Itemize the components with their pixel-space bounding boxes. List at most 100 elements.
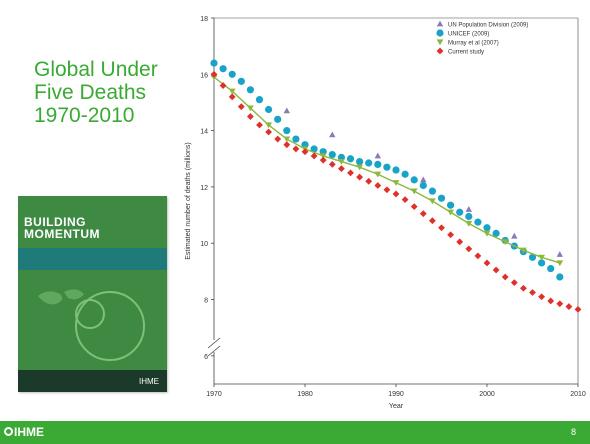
y-tick-label: 10 [200, 241, 208, 248]
data-point-current-study [520, 284, 527, 292]
data-point-murray-et-al-2007 [265, 122, 272, 129]
data-point-unicef-2009 [283, 127, 291, 135]
data-point-unicef-2009 [383, 163, 391, 171]
y-axis-label: Estimated number of deaths (millions) [185, 142, 192, 260]
data-point-unicef-2009 [328, 150, 336, 159]
data-point-current-study [356, 173, 363, 181]
data-point-unicef-2009 [474, 218, 482, 226]
x-tick-label: 1990 [388, 391, 404, 398]
data-point-current-study [483, 259, 491, 267]
data-point-current-study [210, 70, 218, 78]
data-point-unicef-2009 [401, 170, 409, 178]
data-point-unicef-2009 [365, 159, 373, 167]
data-point-current-study [347, 169, 354, 177]
data-point-current-study [574, 305, 582, 313]
data-point-current-study [292, 145, 300, 153]
x-tick-label: 1970 [206, 391, 222, 398]
y-tick-label: 18 [200, 16, 208, 23]
y-tick-label: 12 [200, 185, 208, 192]
legend-marker-murray-et-al-2007 [436, 39, 444, 46]
data-point-current-study [410, 203, 418, 211]
data-point-current-study [247, 113, 254, 120]
data-point-unicef-2009 [274, 115, 282, 123]
data-point-murray-et-al-2007 [374, 171, 382, 178]
data-point-current-study [237, 103, 245, 111]
data-point-un-population-division-2009 [556, 251, 563, 257]
data-point-current-study [365, 177, 373, 185]
axis-break-mark [207, 345, 221, 357]
data-point-unicef-2009 [237, 77, 245, 85]
data-point-unicef-2009 [374, 160, 382, 168]
x-axis-label: Year [389, 403, 404, 410]
data-point-murray-et-al-2007 [283, 136, 291, 143]
data-point-murray-et-al-2007 [556, 260, 564, 267]
legend-marker-unicef-2009 [436, 29, 444, 37]
cover-illustration [38, 289, 145, 361]
data-point-murray-et-al-2007 [410, 188, 418, 195]
legend-marker-un-population-division-2009 [436, 20, 444, 27]
data-point-current-study [438, 224, 445, 232]
data-point-unicef-2009 [437, 194, 446, 202]
legend-label-unicef-2009: UNICEF (2009) [448, 32, 489, 38]
x-tick-label: 2010 [570, 391, 586, 398]
slide-title: Global Under Five Deaths 1970-2010 [34, 58, 158, 127]
data-point-current-study [319, 156, 327, 164]
data-point-current-study [547, 297, 555, 305]
data-point-current-study [401, 196, 409, 203]
data-point-current-study [492, 266, 500, 274]
data-point-current-study [510, 279, 518, 287]
report-cover-brand: IHME [139, 377, 159, 386]
data-point-unicef-2009 [428, 187, 436, 195]
data-point-murray-et-al-2007 [356, 164, 363, 171]
y-tick-label: 8 [204, 298, 208, 305]
data-point-murray-et-al-2007 [465, 220, 473, 227]
data-point-current-study [538, 293, 545, 301]
legend-label-current-study: Current study [448, 50, 484, 56]
data-point-unicef-2009 [310, 145, 318, 153]
footer-brand: IHME [14, 425, 44, 439]
x-tick-label: 1980 [297, 391, 313, 398]
data-point-current-study [283, 141, 291, 149]
data-point-murray-et-al-2007 [247, 105, 254, 112]
axis-break-mark [207, 337, 221, 349]
data-point-unicef-2009 [246, 86, 254, 94]
report-cover-band [18, 248, 167, 270]
data-point-unicef-2009 [465, 212, 473, 221]
data-point-un-population-division-2009 [420, 176, 427, 183]
data-point-unicef-2009 [447, 201, 455, 209]
data-point-murray-et-al-2007 [429, 198, 436, 205]
data-point-murray-et-al-2007 [228, 88, 236, 95]
data-point-current-study [419, 210, 427, 218]
data-point-current-study [256, 121, 263, 129]
data-point-un-population-division-2009 [329, 131, 336, 138]
data-point-murray-et-al-2007 [483, 230, 491, 237]
data-point-current-study [501, 273, 509, 281]
data-point-murray-et-al-2007 [338, 158, 345, 165]
legend-marker-current-study [436, 47, 444, 55]
report-cover-title: BUILDING MOMENTUM [24, 215, 100, 241]
data-point-current-study [529, 289, 536, 296]
data-point-unicef-2009 [410, 176, 418, 184]
x-tick-label: 2000 [479, 391, 495, 398]
report-cover-footer: IHME [18, 370, 167, 392]
data-point-unicef-2009 [255, 96, 264, 104]
data-point-unicef-2009 [392, 166, 400, 174]
data-point-current-study [301, 148, 309, 156]
data-point-current-study [556, 300, 564, 308]
data-point-current-study [474, 252, 482, 260]
data-point-murray-et-al-2007 [319, 153, 327, 160]
y-tick-label: 14 [200, 129, 208, 136]
data-point-un-population-division-2009 [283, 107, 290, 114]
data-point-current-study [219, 82, 227, 89]
data-point-unicef-2009 [456, 208, 464, 216]
data-point-unicef-2009 [356, 157, 364, 166]
data-point-unicef-2009 [228, 70, 236, 78]
series-line-murray-et-al-2007 [213, 76, 561, 264]
data-point-unicef-2009 [528, 253, 537, 261]
legend-label-un-population-division-2009: UN Population Division (2009) [448, 23, 528, 29]
legend-label-murray-et-al-2007: Murray et al (2007) [448, 41, 499, 47]
data-point-unicef-2009 [419, 181, 427, 190]
data-point-current-study [374, 182, 382, 189]
data-point-unicef-2009 [346, 155, 355, 163]
data-point-un-population-division-2009 [374, 152, 381, 159]
